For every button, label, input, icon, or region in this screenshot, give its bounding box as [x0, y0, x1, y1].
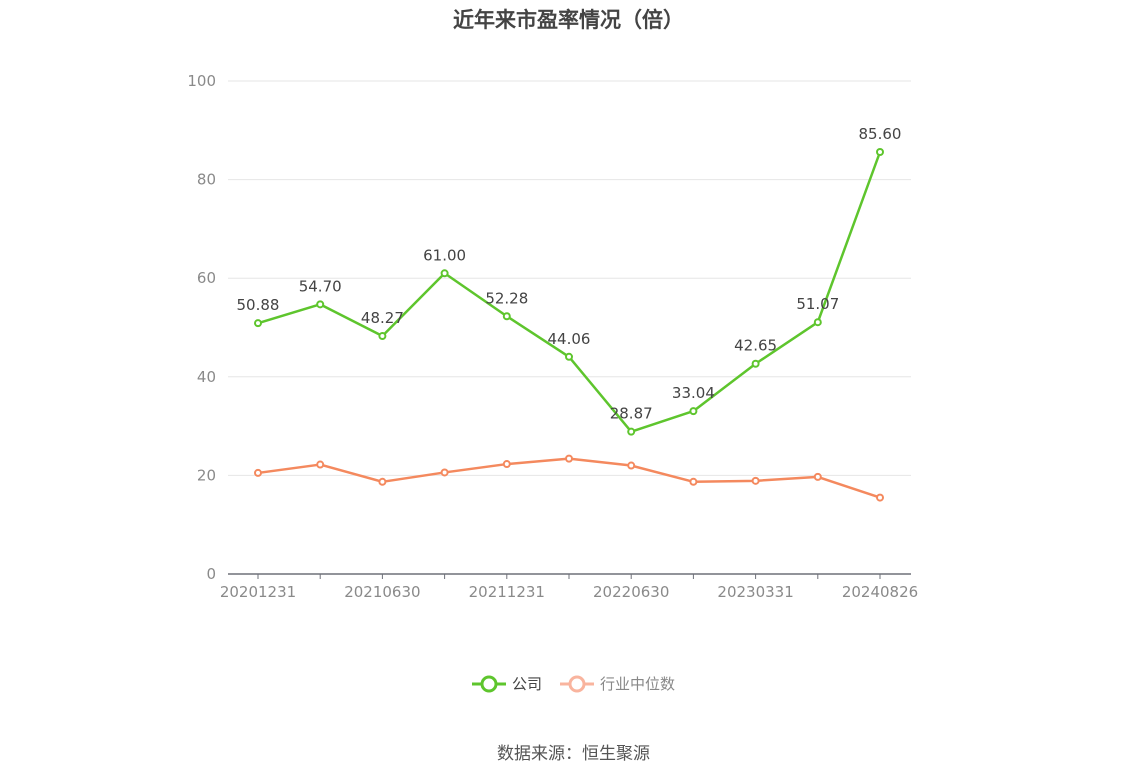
- series: [254, 147, 884, 502]
- y-tick-label: 20: [197, 466, 216, 484]
- data-point[interactable]: [502, 460, 511, 469]
- data-label: 54.70: [299, 277, 342, 295]
- series-line-industry-median: [257, 457, 881, 499]
- y-tick-label: 80: [197, 171, 216, 189]
- legend: 公司 行业中位数: [0, 673, 1147, 694]
- y-tick-label: 0: [206, 565, 216, 583]
- data-point[interactable]: [689, 407, 698, 416]
- x-tick-label: 20211231: [469, 583, 545, 601]
- data-label: 48.27: [361, 309, 404, 327]
- x-tick-label: 20220630: [593, 583, 669, 601]
- y-tick-label: 100: [187, 72, 216, 90]
- data-label: 61.00: [423, 246, 466, 264]
- legend-item-industry-median[interactable]: 行业中位数: [560, 673, 675, 694]
- chart-title: 近年来市盈率情况（倍）: [453, 8, 684, 32]
- data-label: 33.04: [672, 384, 715, 402]
- data-point[interactable]: [751, 476, 760, 485]
- y-tick-label: 40: [197, 368, 216, 386]
- data-point[interactable]: [378, 332, 387, 341]
- data-point[interactable]: [813, 318, 822, 327]
- legend-item-company[interactable]: 公司: [471, 673, 542, 694]
- data-point[interactable]: [254, 468, 262, 477]
- x-tick-label: 20210630: [344, 583, 420, 601]
- line-chart: 0 20 40 60 80 100 20201231 20210630 20211231 2022…: [187, 72, 918, 601]
- data-label: 28.87: [610, 405, 653, 423]
- data-label: 44.06: [548, 330, 591, 348]
- data-point[interactable]: [378, 477, 387, 486]
- data-point[interactable]: [316, 460, 325, 469]
- data-point[interactable]: [876, 493, 884, 502]
- data-point[interactable]: [627, 461, 636, 470]
- data-point[interactable]: [440, 269, 449, 278]
- data-label: 42.65: [734, 337, 777, 355]
- x-tick-label: 20240826: [842, 583, 918, 601]
- data-label: 51.07: [796, 295, 839, 313]
- data-labels: 50.88 54.70 48.27 61.00 52.28 44.06 28.87 33.04…: [237, 125, 902, 423]
- data-point[interactable]: [876, 147, 884, 156]
- data-point[interactable]: [689, 477, 698, 486]
- data-label: 52.28: [485, 289, 528, 307]
- data-point[interactable]: [254, 319, 262, 328]
- x-tick-label: 20201231: [220, 583, 296, 601]
- source-note: 数据来源：恒生聚源: [497, 744, 650, 764]
- x-tick-label: 20230331: [717, 583, 793, 601]
- grid-lines: [228, 80, 911, 476]
- data-point[interactable]: [627, 427, 636, 436]
- data-point[interactable]: [813, 472, 822, 481]
- data-point[interactable]: [565, 454, 573, 463]
- data-label: 50.88: [237, 296, 280, 314]
- legend-label-company: 公司: [511, 675, 542, 693]
- axes: 0 20 40 60 80 100 20201231 20210630 20211231 2022…: [187, 72, 918, 601]
- data-point[interactable]: [502, 312, 511, 321]
- legend-line-marker-icon: [560, 675, 594, 692]
- data-point[interactable]: [565, 352, 573, 361]
- legend-label-industry-median: 行业中位数: [600, 675, 676, 693]
- data-point[interactable]: [440, 468, 449, 477]
- legend-line-marker-icon: [471, 675, 506, 692]
- series-line-company: [257, 151, 882, 433]
- data-point[interactable]: [316, 300, 325, 309]
- data-label: 85.60: [859, 125, 902, 143]
- y-tick-label: 60: [197, 269, 216, 287]
- data-point[interactable]: [751, 359, 760, 368]
